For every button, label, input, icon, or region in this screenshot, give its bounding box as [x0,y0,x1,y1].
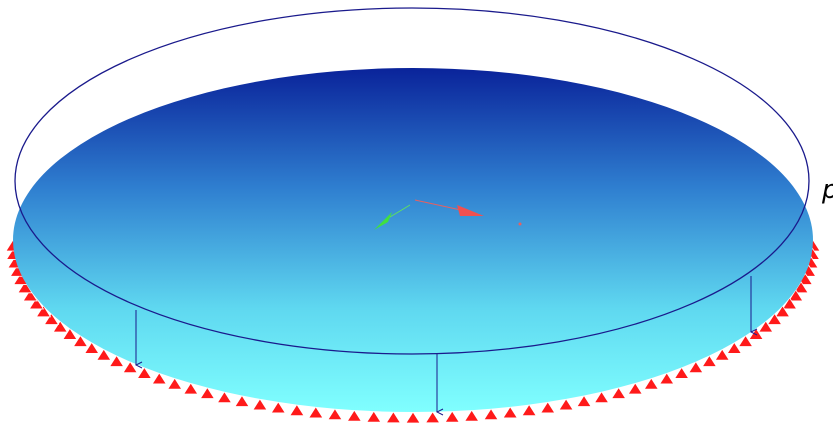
support [714,348,730,361]
support [308,406,324,419]
support [766,312,783,325]
support [788,289,804,302]
support [122,360,138,374]
support [52,320,68,333]
support [659,372,675,385]
support [483,407,499,421]
support [701,354,718,367]
support [688,360,704,374]
load-outline [14,7,810,355]
support [199,386,216,399]
support [558,398,574,411]
support [502,406,518,419]
support [774,305,791,318]
support [96,348,112,361]
support [28,297,45,310]
support [72,334,89,347]
support [593,390,610,404]
support [610,386,627,399]
support [252,398,268,411]
support [216,390,233,404]
support [136,366,153,379]
load-label: p [821,175,833,205]
support [346,409,363,422]
support [737,334,754,347]
support [22,289,38,302]
support [83,341,100,354]
support [289,403,305,416]
support [166,377,183,390]
support [673,366,690,379]
support [405,411,421,424]
support [726,341,743,354]
support [627,382,643,395]
plate [13,68,813,412]
support [424,411,441,424]
support [781,297,798,310]
support [151,372,167,385]
axis-x-head [457,205,484,216]
support [385,411,402,424]
support [540,401,556,414]
support [643,377,660,390]
axis-y-head [374,212,392,230]
support [463,409,480,422]
axis-z [518,222,522,226]
support [758,320,774,333]
support [444,410,460,423]
support [35,305,52,318]
support [521,403,537,416]
support [576,394,592,407]
support [62,327,78,340]
support [183,382,199,395]
support [270,401,286,414]
support [43,312,60,325]
support [108,354,125,367]
support [366,410,382,423]
support [234,394,250,407]
support [327,407,343,421]
